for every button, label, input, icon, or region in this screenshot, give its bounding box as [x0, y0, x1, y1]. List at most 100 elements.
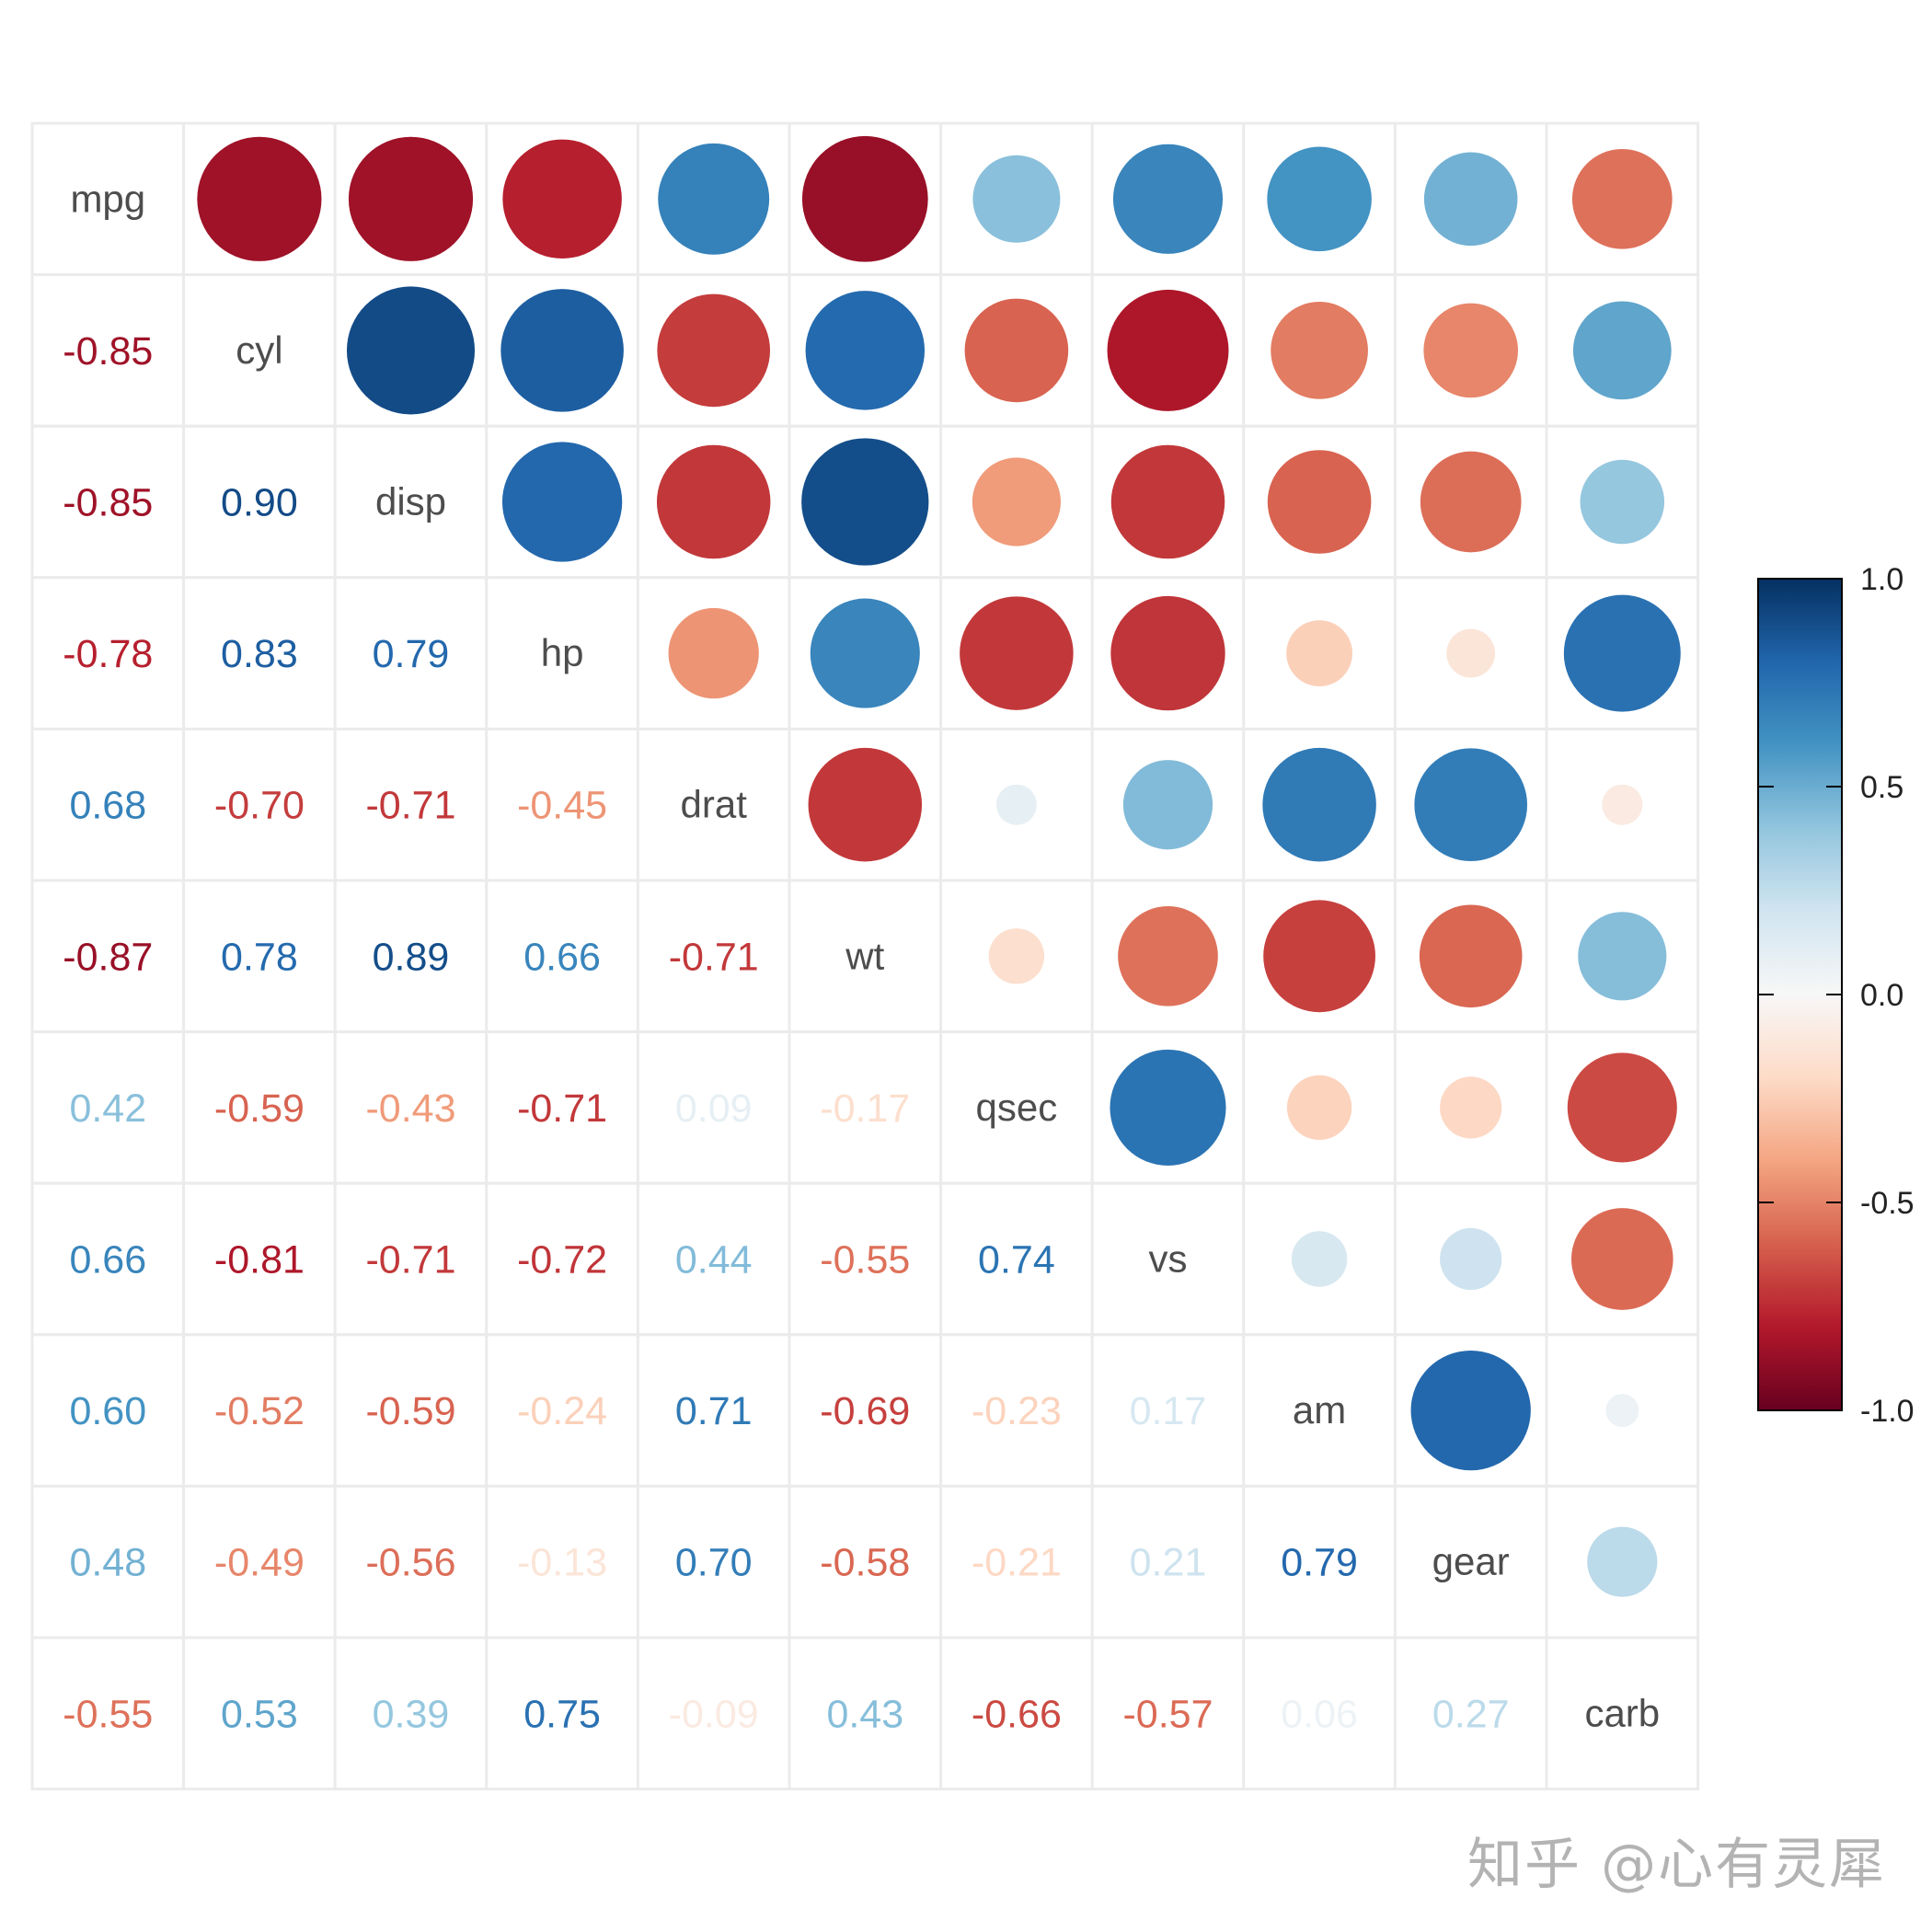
matrix-cell — [333, 576, 489, 730]
correlation-value: -0.87 — [63, 935, 153, 979]
matrix-cell — [788, 1181, 943, 1337]
colorbar-legend: 1.0 0.5 0.0 -0.5 -1.0 — [1757, 562, 1915, 1429]
correlation-value: 0.21 — [1130, 1541, 1207, 1585]
correlation-value: 0.27 — [1432, 1692, 1510, 1736]
matrix-cell — [788, 1484, 943, 1639]
correlation-value: -0.66 — [972, 1692, 1062, 1736]
correlation-circle — [1110, 595, 1225, 711]
correlation-value: 0.83 — [221, 632, 298, 676]
correlation-circle — [995, 784, 1037, 825]
matrix-cell — [333, 424, 489, 580]
correlation-circle — [1570, 1208, 1673, 1310]
matrix-cell — [333, 1333, 489, 1488]
correlation-value: 0.70 — [675, 1541, 753, 1585]
correlation-circle — [805, 291, 926, 410]
variable-label: wt — [845, 934, 884, 977]
correlation-value: -0.55 — [63, 1692, 153, 1736]
correlation-value: -0.21 — [972, 1541, 1062, 1585]
variable-label: hp — [541, 631, 584, 674]
correlation-circle — [348, 136, 474, 261]
variable-label: vs — [1149, 1237, 1188, 1281]
correlation-circle — [1410, 1350, 1531, 1471]
correlation-circle — [1420, 451, 1522, 553]
matrix-cell — [485, 1181, 639, 1337]
correlation-circle — [1602, 784, 1643, 825]
correlation-value: 0.43 — [826, 1692, 903, 1736]
correlation-value: -0.81 — [214, 1238, 305, 1282]
correlation-circle — [1262, 747, 1376, 862]
correlation-circle — [801, 135, 928, 262]
correlation-circle — [1263, 900, 1375, 1013]
correlation-circle — [1440, 1076, 1502, 1139]
correlation-circle — [656, 444, 771, 559]
correlation-value: -0.78 — [63, 632, 153, 676]
correlation-value: -0.59 — [365, 1389, 455, 1433]
variable-label: am — [1293, 1388, 1346, 1432]
variable-label: disp — [375, 480, 446, 523]
correlation-circle — [1267, 146, 1372, 252]
correlation-circle — [1605, 1394, 1639, 1428]
variable-label: qsec — [976, 1086, 1058, 1129]
correlation-value: 0.66 — [69, 1238, 146, 1282]
correlation-circle — [1122, 760, 1213, 850]
correlation-value: 0.79 — [1281, 1541, 1358, 1585]
matrix-cell — [333, 1636, 489, 1791]
correlation-value: -0.57 — [1122, 1692, 1213, 1736]
correlation-circle — [1440, 1227, 1502, 1291]
matrix-cell — [485, 879, 639, 1034]
matrix-cell — [182, 727, 337, 882]
correlation-value: 0.74 — [978, 1238, 1055, 1282]
correlation-value: -0.24 — [517, 1389, 607, 1433]
matrix-cell — [30, 273, 186, 428]
correlation-circle — [810, 598, 920, 708]
correlation-circle — [346, 286, 476, 415]
colorbar-tick-label: -1.0 — [1860, 1394, 1915, 1429]
matrix-cell — [1242, 1333, 1397, 1488]
matrix-cell — [30, 424, 186, 580]
correlation-circle — [801, 438, 929, 566]
correlation-value: -0.71 — [365, 784, 455, 828]
correlation-value: -0.72 — [517, 1238, 607, 1282]
matrix-cell — [30, 879, 186, 1034]
matrix-cell — [485, 1484, 639, 1639]
correlation-value: 0.75 — [523, 1692, 601, 1736]
correlation-circle — [1286, 1075, 1352, 1141]
matrix-cell — [30, 1636, 186, 1791]
correlation-value: -0.58 — [820, 1541, 910, 1585]
correlation-grid: mpg -0.85 cyl -0.85 0.90 disp -0.78 0.83 0.79 hp 0… — [30, 121, 1700, 1791]
variable-label: gear — [1432, 1540, 1510, 1583]
matrix-cell — [636, 1484, 791, 1639]
matrix-cell — [30, 727, 186, 882]
correlation-circle — [658, 143, 770, 255]
matrix-cell — [1545, 273, 1700, 428]
matrix-cell — [1090, 1636, 1246, 1791]
correlation-circle — [1414, 748, 1528, 862]
colorbar-tick-label: 1.0 — [1860, 562, 1903, 597]
correlation-circle — [1423, 152, 1518, 247]
correlation-circle — [1112, 144, 1224, 254]
correlation-circle — [960, 596, 1074, 710]
correlation-circle — [1110, 444, 1225, 559]
correlation-value: 0.48 — [69, 1541, 146, 1585]
correlation-circle — [1107, 289, 1229, 411]
correlation-circle — [1587, 1526, 1658, 1597]
matrix-cell — [1393, 1636, 1548, 1791]
correlation-value: 0.17 — [1130, 1389, 1207, 1433]
correlation-value: -0.71 — [669, 935, 759, 979]
correlation-circle — [1271, 302, 1368, 399]
matrix-cell — [1090, 1333, 1246, 1488]
variable-label: mpg — [70, 177, 145, 220]
correlation-circle — [964, 298, 1069, 403]
matrix-cell — [1090, 1181, 1246, 1337]
watermark: 知乎 @心有灵犀 — [1467, 1833, 1887, 1897]
correlation-circle — [1567, 1052, 1677, 1163]
matrix-cell — [636, 1636, 791, 1791]
correlation-circle — [1110, 1049, 1226, 1166]
correlation-circle — [197, 136, 322, 261]
correlation-circle — [1118, 905, 1218, 1006]
correlation-value: -0.52 — [214, 1389, 305, 1433]
correlation-circle — [501, 442, 623, 562]
colorbar-tick-label: -0.5 — [1860, 1186, 1915, 1221]
correlation-circle — [988, 928, 1045, 984]
